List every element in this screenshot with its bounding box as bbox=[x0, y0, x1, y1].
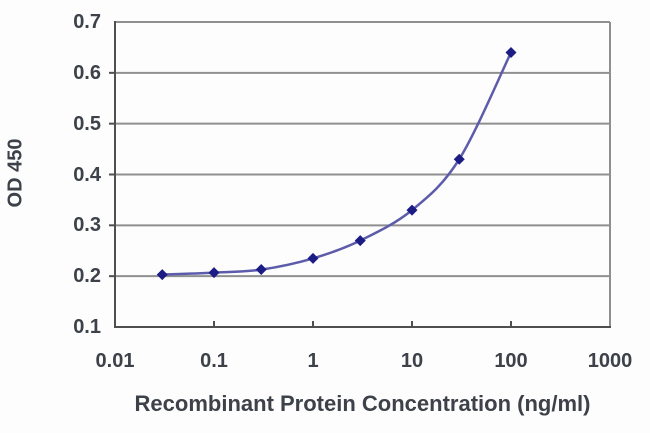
x-tick-label: 10 bbox=[400, 350, 424, 372]
y-tick-label: 0.3 bbox=[73, 214, 101, 237]
data-point-marker bbox=[307, 252, 319, 264]
data-point-marker bbox=[156, 269, 168, 281]
y-tick-label: 0.4 bbox=[73, 163, 101, 186]
y-tick-label: 0.1 bbox=[73, 316, 101, 338]
x-tick-label: 0.01 bbox=[95, 350, 135, 372]
y-axis-title: OD 450 bbox=[4, 138, 27, 208]
data-point-marker bbox=[406, 204, 418, 216]
x-tick-label: 0.1 bbox=[200, 350, 228, 372]
y-tick-label: 0.6 bbox=[73, 61, 101, 84]
data-point-marker bbox=[453, 153, 465, 165]
y-tick-label: 0.5 bbox=[73, 112, 101, 135]
data-point-marker bbox=[208, 267, 220, 279]
x-tick-label: 1000 bbox=[587, 350, 633, 372]
x-tick-label: 100 bbox=[494, 350, 528, 372]
x-tick-label: 1 bbox=[307, 350, 319, 372]
data-point-marker bbox=[505, 47, 517, 58]
data-point-marker bbox=[354, 235, 366, 247]
y-tick-label: 0.7 bbox=[73, 11, 101, 33]
x-axis-title: Recombinant Protein Concentration (ng/ml… bbox=[134, 391, 591, 416]
data-point-marker bbox=[255, 264, 267, 276]
y-tick-label: 0.2 bbox=[73, 265, 101, 288]
